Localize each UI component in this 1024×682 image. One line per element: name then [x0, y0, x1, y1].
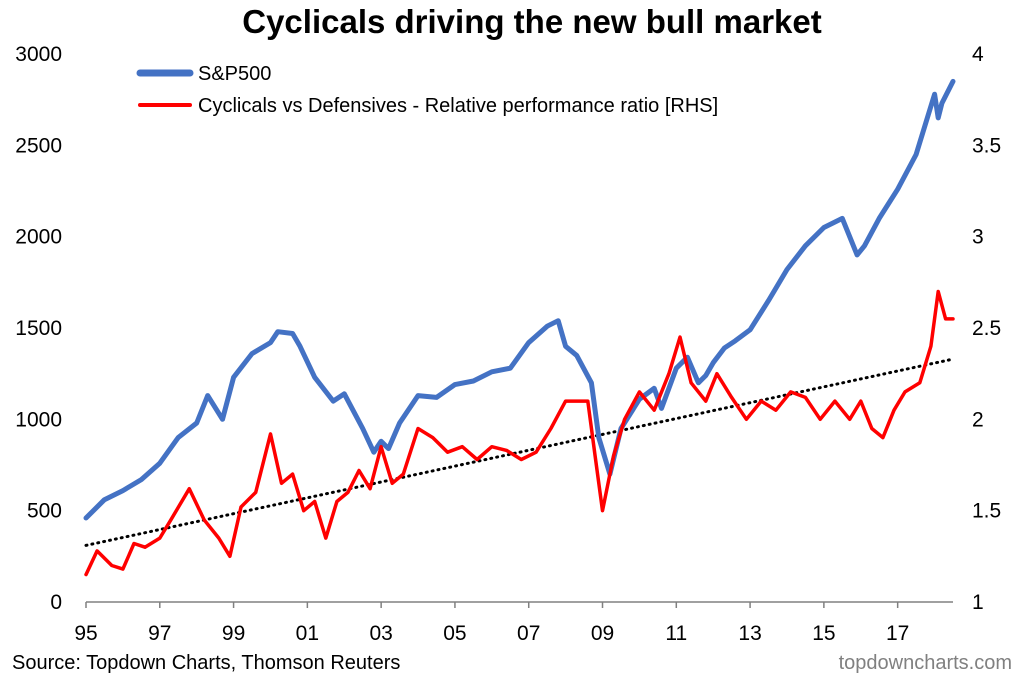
x-tick-label: 05	[443, 622, 466, 645]
y-right-tick-label: 1	[972, 591, 984, 614]
y-right-axis: 1 1.5 2 2.5 3 3.5 4	[972, 43, 1001, 614]
x-tick-label: 11	[665, 622, 687, 645]
trend-line	[84, 357, 955, 547]
y-right-tick-label: 2	[972, 408, 984, 431]
y-left-tick-label: 2500	[15, 134, 62, 157]
series-line-sp500	[83, 78, 956, 521]
x-tick-label: 15	[812, 622, 835, 645]
chart-title: Cyclicals driving the new bull market	[242, 3, 822, 40]
y-left-tick-label: 1000	[15, 408, 62, 431]
y-right-tick-label: 2.5	[972, 317, 1001, 340]
source-note: Source: Topdown Charts, Thomson Reuters	[12, 652, 400, 674]
x-tick-label: 03	[369, 622, 392, 645]
y-left-tick-label: 0	[50, 591, 62, 614]
y-right-tick-label: 1.5	[972, 500, 1001, 523]
y-right-tick-label: 3.5	[972, 134, 1001, 157]
y-right-tick-label: 4	[972, 43, 984, 66]
plot-area	[83, 78, 956, 577]
y-left-tick-label: 2000	[15, 226, 62, 249]
y-right-tick-label: 3	[972, 226, 984, 249]
x-tick-label: 95	[74, 622, 97, 645]
x-axis: 95 97 99 01 03 05 07 09 11 13 15 17	[74, 601, 953, 645]
x-tick-label: 97	[148, 622, 171, 645]
series-line-cyclicals-vs-defensives	[84, 289, 955, 577]
x-tick-label: 09	[591, 622, 614, 645]
x-tick-label: 01	[296, 622, 319, 645]
y-left-tick-label: 500	[27, 500, 62, 523]
legend-label-sp500: S&P500	[198, 63, 271, 85]
y-left-tick-label: 3000	[15, 43, 62, 66]
y-left-axis: 0 500 1000 1500 2000 2500 3000	[15, 43, 62, 614]
watermark: topdowncharts.com	[839, 652, 1012, 674]
legend: S&P500 Cyclicals vs Defensives - Relativ…	[136, 63, 718, 117]
legend-label-cyclicals: Cyclicals vs Defensives - Relative perfo…	[198, 95, 718, 117]
x-tick-label: 07	[517, 622, 540, 645]
x-tick-label: 99	[222, 622, 245, 645]
x-tick-label: 13	[738, 622, 761, 645]
y-left-tick-label: 1500	[15, 317, 62, 340]
x-tick-label: 17	[886, 622, 909, 645]
